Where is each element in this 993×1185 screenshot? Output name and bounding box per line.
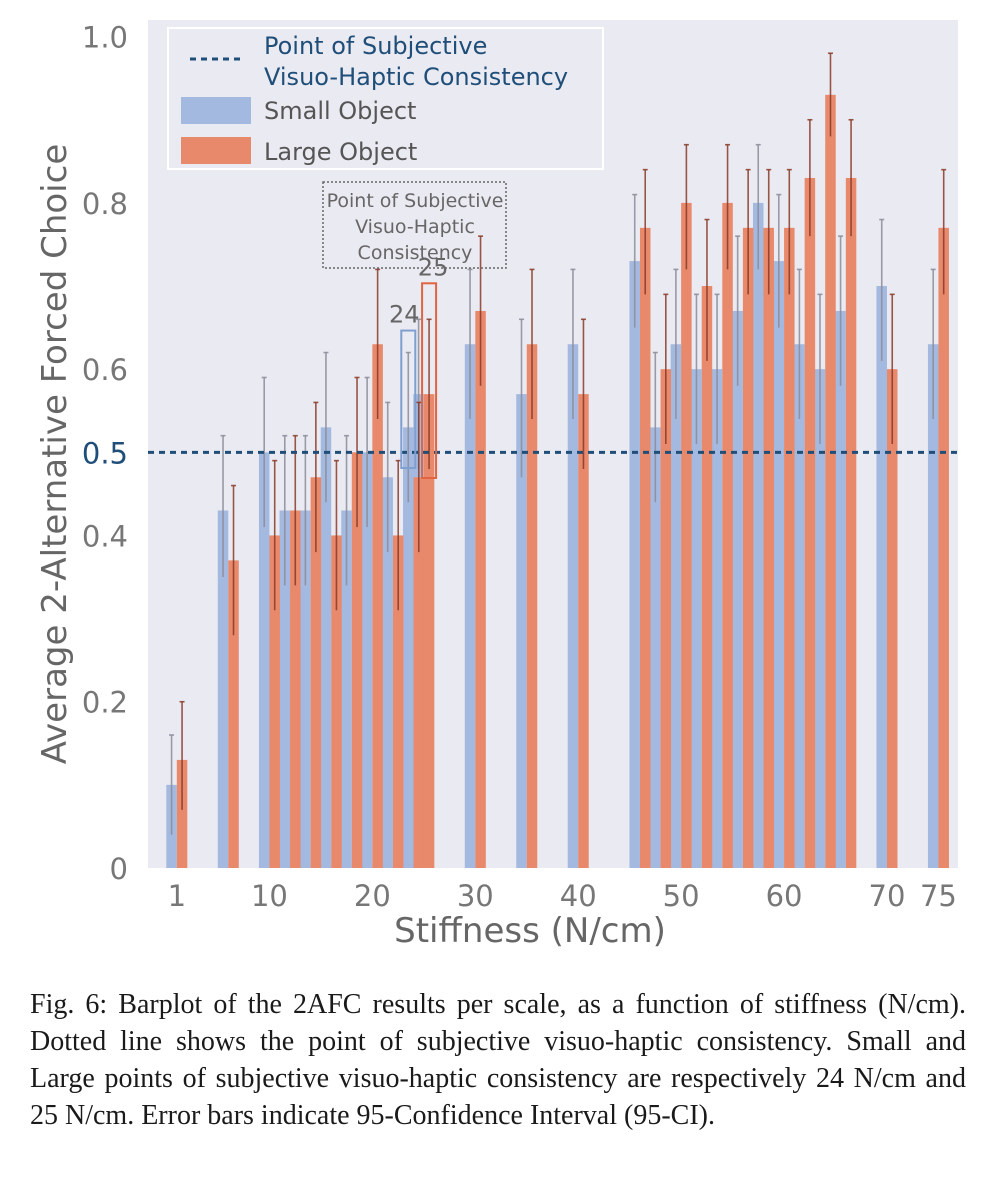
bar-large-object — [423, 394, 435, 868]
bar-large-object — [351, 452, 363, 868]
bar-large-object — [372, 344, 383, 868]
bar-large-object — [701, 286, 713, 869]
y-tick-label: 0.8 — [82, 187, 128, 221]
bar-small-object — [814, 369, 826, 868]
bar-large-object — [886, 369, 898, 868]
bar-large-object — [526, 344, 538, 868]
y-tick-label: 0.2 — [82, 686, 128, 720]
bar-large-object — [475, 310, 486, 869]
y-tick-label: 0.6 — [82, 353, 128, 387]
annotation-line-3: Consistency — [358, 242, 473, 264]
bar-small-object — [464, 344, 476, 868]
y-tick-label: 1.0 — [82, 21, 128, 55]
bar-large-object — [310, 477, 322, 868]
bar-small-object — [927, 344, 939, 868]
x-tick-label: 70 — [869, 879, 906, 913]
bar-small-object — [567, 344, 579, 868]
bar-small-object — [516, 394, 527, 868]
y-tick-label: 0.5 — [82, 436, 128, 470]
bar-small-object — [361, 452, 373, 868]
bar-small-object — [752, 202, 764, 868]
bar-large-object — [845, 177, 857, 868]
legend: Point of Subjective Visuo-Haptic Consist… — [167, 27, 604, 170]
legend-line-label-1: Point of Subjective — [264, 32, 487, 60]
bar-large-object — [763, 227, 774, 868]
bar-large-object — [804, 177, 816, 868]
x-tick-label: 1 — [168, 879, 186, 913]
bar-small-object — [876, 286, 887, 869]
x-axis-ticks: 1 10 20 30 40 50 60 70 75 — [168, 879, 957, 913]
bar-small-object — [670, 344, 682, 868]
legend-line-label-2: Visuo-Haptic Consistency — [264, 63, 568, 91]
bar-large-object — [290, 510, 301, 868]
bar-large-object — [176, 759, 188, 868]
legend-small-label: Small Object — [264, 97, 416, 125]
bar-chart: 0 0.2 0.4 0.5 0.6 0.8 1.0 1 10 20 30 40 50 60 70 75 Av… — [35, 20, 958, 951]
bar-large-object — [578, 394, 589, 868]
bar-small-object — [773, 261, 785, 869]
x-tick-label: 75 — [920, 879, 957, 913]
large-pse-marker — [421, 282, 438, 480]
figure-caption: Fig. 6: Barplot of the 2AFC results per … — [30, 989, 966, 1131]
bar-large-object — [742, 227, 754, 868]
bars-layer — [166, 94, 949, 869]
y-tick-label: 0 — [110, 852, 128, 886]
bar-large-object — [392, 535, 404, 868]
bar-small-object — [217, 510, 229, 868]
x-tick-label: 60 — [766, 879, 803, 913]
x-tick-label: 40 — [560, 879, 597, 913]
x-tick-label: 20 — [354, 879, 391, 913]
bar-small-object — [650, 427, 661, 868]
small-pse-marker — [400, 329, 417, 469]
x-tick-label: 10 — [251, 879, 288, 913]
bar-small-object — [382, 477, 393, 868]
bar-large-object — [784, 227, 795, 868]
bar-small-object — [341, 510, 352, 868]
legend-small-swatch — [181, 97, 251, 124]
annotation-box — [322, 181, 507, 269]
bar-large-object — [269, 535, 280, 868]
bar-small-object — [732, 310, 743, 869]
bar-small-object — [711, 369, 723, 868]
bar-large-object — [660, 369, 672, 868]
bar-large-object — [825, 94, 836, 868]
bar-large-object — [413, 477, 425, 868]
y-tick-label: 0.4 — [82, 519, 128, 553]
bar-small-object — [300, 510, 311, 868]
bar-large-object — [331, 535, 342, 868]
y-axis-ticks: 0 0.2 0.4 0.5 0.6 0.8 1.0 — [82, 21, 128, 886]
bar-small-object — [320, 427, 332, 868]
bar-small-object — [691, 369, 702, 868]
bar-large-object — [681, 202, 692, 868]
annotation: Point of Subjective Visuo-Haptic Consist… — [322, 181, 507, 480]
legend-large-label: Large Object — [264, 138, 417, 166]
annotation-line-2: Visuo-Haptic — [355, 216, 475, 238]
bar-small-object — [794, 344, 805, 868]
annotation-line-1: Point of Subjective — [327, 190, 504, 212]
y-axis-label: Average 2-Alternative Forced Choice — [35, 144, 75, 764]
bar-small-object — [403, 427, 414, 868]
large-pse-label: 25 — [418, 253, 449, 281]
x-tick-label: 30 — [457, 879, 494, 913]
bar-large-object — [639, 227, 651, 868]
bar-small-object — [258, 452, 270, 868]
legend-large-swatch — [181, 137, 251, 164]
bar-small-object — [629, 261, 640, 869]
bar-large-object — [722, 202, 733, 868]
bar-small-object — [279, 510, 291, 868]
bar-large-object — [938, 227, 949, 868]
x-tick-label: 50 — [663, 879, 700, 913]
small-pse-label: 24 — [389, 301, 420, 329]
bar-large-object — [228, 560, 239, 868]
bar-small-object — [835, 310, 846, 869]
x-axis-label: Stiffness (N/cm) — [394, 911, 666, 951]
